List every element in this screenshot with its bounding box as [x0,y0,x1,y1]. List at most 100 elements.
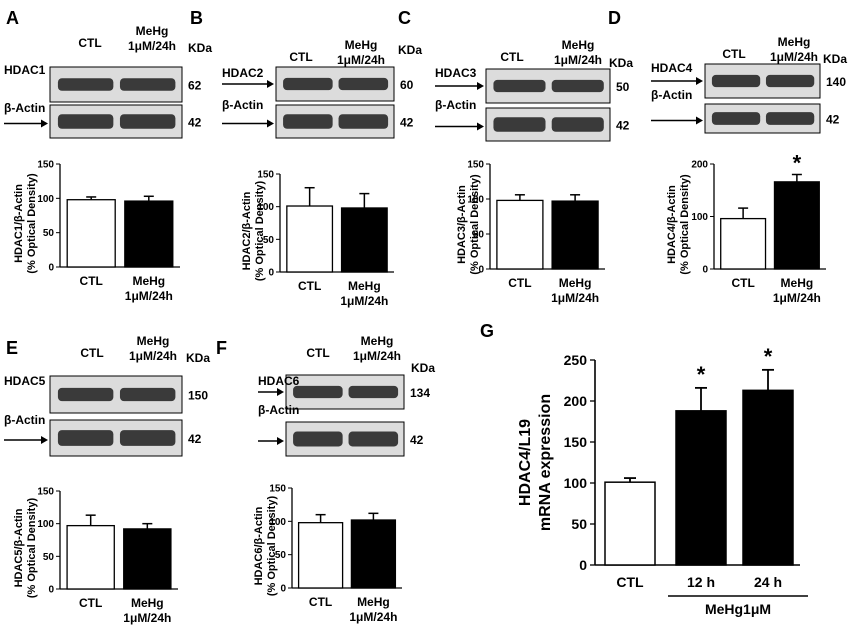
mw-label-a: 62 [188,79,202,93]
mw-label-d: 140 [826,75,846,89]
mw-actin-a: 42 [188,116,202,130]
blot-header-kda: KDa [188,41,212,55]
blot-header-kda: KDa [398,43,422,57]
xcat-ctl-e: CTL [79,596,102,610]
significance-star-g-2: * [764,344,773,369]
band-treat-a [119,78,176,91]
ytick-label-g-150: 150 [564,434,588,450]
band-actin-ctl-e [57,430,114,446]
bar-g-0 [604,481,656,566]
blot-header-dose: 1μM/24h [337,53,385,67]
xcat-treatment-f: MeHg [357,595,390,609]
ytick-label-c-0: 0 [478,265,484,276]
significance-star-d-1: * [793,151,802,176]
xcat-dose-b: 1μM/24h [340,294,388,308]
xcat-treatment-a: MeHg [132,274,165,288]
ylabel-g: HDAC4/L19 [517,419,534,506]
bar-g-2 [742,389,794,566]
xcat-ctl-f: CTL [309,595,332,609]
band-treat-c [551,79,604,93]
ytick-label-f-150: 150 [269,484,286,495]
bar-g-1 [675,410,727,566]
xcat-dose-f: 1μM/24h [349,610,397,624]
ytick-label-a-50: 50 [43,228,55,239]
panel-label-d: D [608,8,621,28]
blot-header-treatment: MeHg [345,38,378,52]
bar-d-0 [720,217,767,270]
xcat-g-1: 12 h [687,574,715,590]
ylabel-a: HDAC1/β-Actin [13,184,25,263]
xcat-ctl-d: CTL [731,276,754,290]
arrow-target-f-head [277,388,284,396]
ytick-label-b-100: 100 [257,202,274,213]
band-actin-ctl-b [283,114,333,129]
ytick-label-f-0: 0 [280,584,286,595]
bar-f-0 [297,522,344,589]
ytick-label-f-50: 50 [275,550,287,561]
ytick-label-e-150: 150 [37,487,54,498]
ytick-label-b-50: 50 [263,235,275,246]
band-actin-treat-d [765,112,815,125]
band-actin-treat-f [348,431,399,447]
arrow-actin-d-head [696,116,703,125]
blot-header-treatment: MeHg [137,334,170,348]
arrow-actin-b-head [267,119,274,128]
blot-header-ctl: CTL [289,50,312,64]
ylabel-units-e: (% Optical Density) [26,498,38,599]
ylabel-units-a: (% Optical Density) [26,173,38,274]
protein-label-a: HDAC1 [4,63,46,77]
band-actin-ctl-a [57,114,114,129]
actin-label-a: β-Actin [4,101,45,115]
significance-star-g-1: * [697,362,706,387]
arrow-target-d-head [696,77,703,85]
band-actin-ctl-d [711,112,761,125]
ytick-label-e-0: 0 [48,585,54,596]
ytick-label-e-100: 100 [37,519,54,530]
blot-header-dose: 1μM/24h [554,53,602,67]
band-ctl-c [493,79,546,93]
ylabel-units-f: (% Optical Density) [266,496,278,597]
ytick-label-d-100: 100 [691,212,708,223]
blot-header-treatment: MeHg [562,38,595,52]
ytick-label-g-200: 200 [564,393,588,409]
ytick-label-g-100: 100 [564,475,588,491]
ytick-label-b-0: 0 [268,268,274,279]
ytick-label-g-50: 50 [571,516,587,532]
xcat-ctl-b: CTL [298,279,321,293]
ylabel-b: HDAC2/β-Actin [241,191,253,270]
xcat-ctl-a: CTL [80,274,103,288]
band-ctl-b [283,77,333,91]
band-ctl-e [57,387,114,402]
bar-e-0 [66,524,115,590]
ytick-label-d-200: 200 [691,160,708,171]
band-treat-b [338,77,389,91]
protein-label-e: HDAC5 [4,374,46,388]
ylabel-f: HDAC6/β-Actin [253,506,265,585]
band-actin-treat-c [551,117,604,132]
panel-label-g: G [480,321,494,341]
bar-e-1 [123,528,172,590]
band-treat-f [348,385,399,399]
group-label-g: MeHg1μM [705,601,771,617]
ytick-label-c-100: 100 [467,195,484,206]
blot-header-kda: KDa [186,351,210,365]
arrow-target-b-head [267,80,274,88]
mw-actin-f: 42 [410,433,424,447]
arrow-actin-a-head [41,119,48,128]
bar-f-1 [350,519,397,589]
ytick-label-a-0: 0 [48,263,54,274]
xcat-dose-c: 1μM/24h [551,291,599,305]
mw-actin-b: 42 [400,116,414,130]
panel-label-f: F [216,338,227,358]
ylabel-d: HDAC4/β-Actin [666,185,678,264]
mw-label-f: 134 [410,386,430,400]
blot-header-kda: KDa [411,361,435,375]
mw-actin-c: 42 [616,119,630,133]
xcat-g-2: 24 h [754,574,782,590]
arrow-target-c-head [477,82,484,90]
arrow-actin-f-head [277,437,284,445]
band-actin-ctl-f [293,431,343,447]
blot-header-treatment: MeHg [778,35,811,49]
arrow-actin-c-head [477,122,484,131]
bar-b-0 [286,205,334,273]
